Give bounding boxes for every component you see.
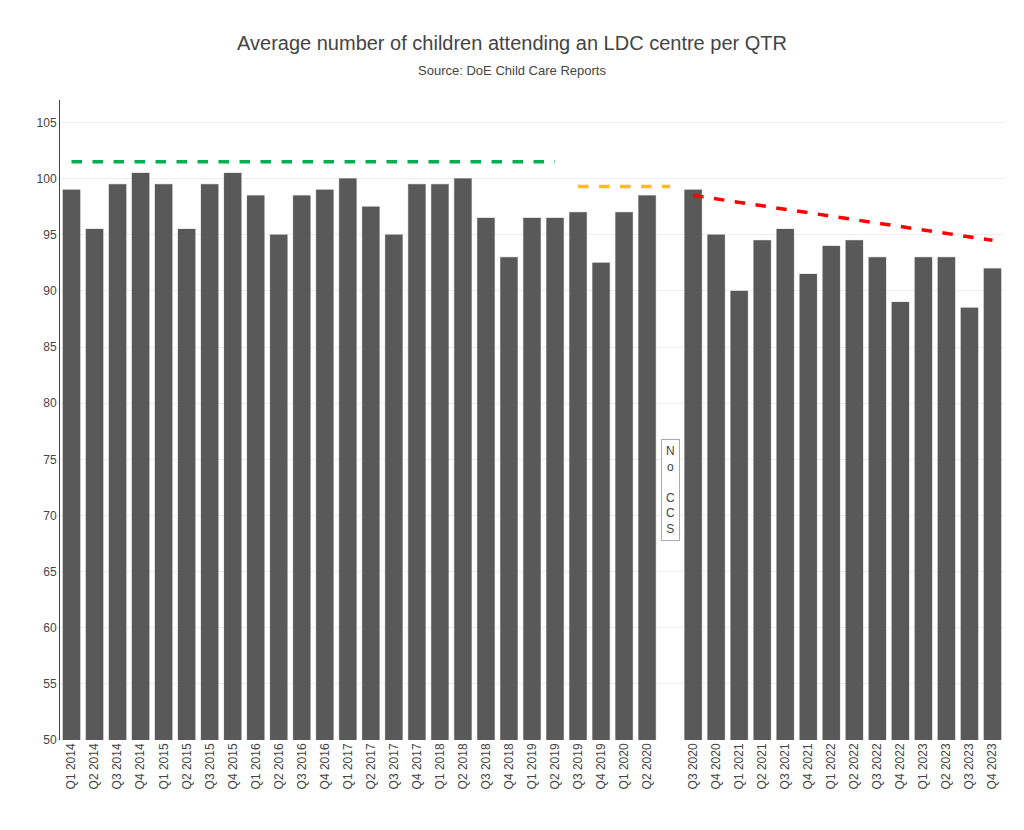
svg-text:Q1 2022: Q1 2022 (824, 743, 838, 789)
svg-text:Q2 2015: Q2 2015 (180, 743, 194, 789)
svg-text:Q4 2023: Q4 2023 (985, 743, 999, 789)
svg-text:Q1 2016: Q1 2016 (249, 743, 263, 789)
svg-text:Q4 2020: Q4 2020 (709, 743, 723, 789)
svg-text:Source: DoE Child Care Reports: Source: DoE Child Care Reports (418, 63, 606, 78)
svg-text:Q1 2018: Q1 2018 (433, 743, 447, 789)
svg-text:70: 70 (43, 509, 57, 523)
svg-text:Q2 2021: Q2 2021 (755, 743, 769, 789)
svg-text:Q2 2016: Q2 2016 (272, 743, 286, 789)
svg-text:60: 60 (43, 621, 57, 635)
svg-text:Q3 2023: Q3 2023 (962, 743, 976, 789)
svg-text:Q1 2017: Q1 2017 (341, 743, 355, 789)
svg-text:Q2 2018: Q2 2018 (456, 743, 470, 789)
svg-text:Q4 2017: Q4 2017 (410, 743, 424, 789)
svg-text:Q2 2023: Q2 2023 (939, 743, 953, 789)
svg-text:Q1 2015: Q1 2015 (157, 743, 171, 789)
svg-text:Q2 2022: Q2 2022 (847, 743, 861, 789)
svg-text:Q2 2014: Q2 2014 (87, 743, 101, 789)
svg-text:Q2 2019: Q2 2019 (548, 743, 562, 789)
svg-text:Q1 2020: Q1 2020 (617, 743, 631, 789)
svg-text:Q3 2016: Q3 2016 (295, 743, 309, 789)
svg-text:Average number of children att: Average number of children attending an … (237, 32, 787, 54)
svg-text:65: 65 (43, 565, 57, 579)
svg-text:Q4 2021: Q4 2021 (801, 743, 815, 789)
svg-text:100: 100 (37, 172, 57, 186)
svg-text:Q3 2019: Q3 2019 (571, 743, 585, 789)
svg-text:Q4 2014: Q4 2014 (133, 743, 147, 789)
svg-text:Q2 2017: Q2 2017 (364, 743, 378, 789)
svg-text:Q3 2018: Q3 2018 (479, 743, 493, 789)
svg-text:Q3 2020: Q3 2020 (686, 743, 700, 789)
svg-text:NoCCS: NoCCS (666, 444, 675, 536)
svg-text:Q4 2019: Q4 2019 (594, 743, 608, 789)
svg-text:Q4 2016: Q4 2016 (318, 743, 332, 789)
svg-text:90: 90 (43, 284, 57, 298)
svg-text:85: 85 (43, 340, 57, 354)
svg-text:Q4 2022: Q4 2022 (893, 743, 907, 789)
svg-text:105: 105 (37, 116, 57, 130)
svg-text:Q2 2020: Q2 2020 (640, 743, 654, 789)
svg-text:80: 80 (43, 396, 57, 410)
svg-text:Q3 2022: Q3 2022 (870, 743, 884, 789)
svg-text:55: 55 (43, 677, 57, 691)
svg-text:Q1 2014: Q1 2014 (64, 743, 78, 789)
svg-text:75: 75 (43, 453, 57, 467)
svg-text:Q1 2019: Q1 2019 (525, 743, 539, 789)
svg-text:95: 95 (43, 228, 57, 242)
svg-text:Q4 2018: Q4 2018 (502, 743, 516, 789)
svg-text:Q4 2015: Q4 2015 (226, 743, 240, 789)
svg-text:50: 50 (43, 733, 57, 747)
svg-text:Q3 2014: Q3 2014 (110, 743, 124, 789)
svg-text:Q3 2015: Q3 2015 (203, 743, 217, 789)
svg-text:Q1 2021: Q1 2021 (732, 743, 746, 789)
svg-text:Q3 2017: Q3 2017 (387, 743, 401, 789)
svg-text:Q1 2023: Q1 2023 (916, 743, 930, 789)
svg-text:Q3 2021: Q3 2021 (778, 743, 792, 789)
